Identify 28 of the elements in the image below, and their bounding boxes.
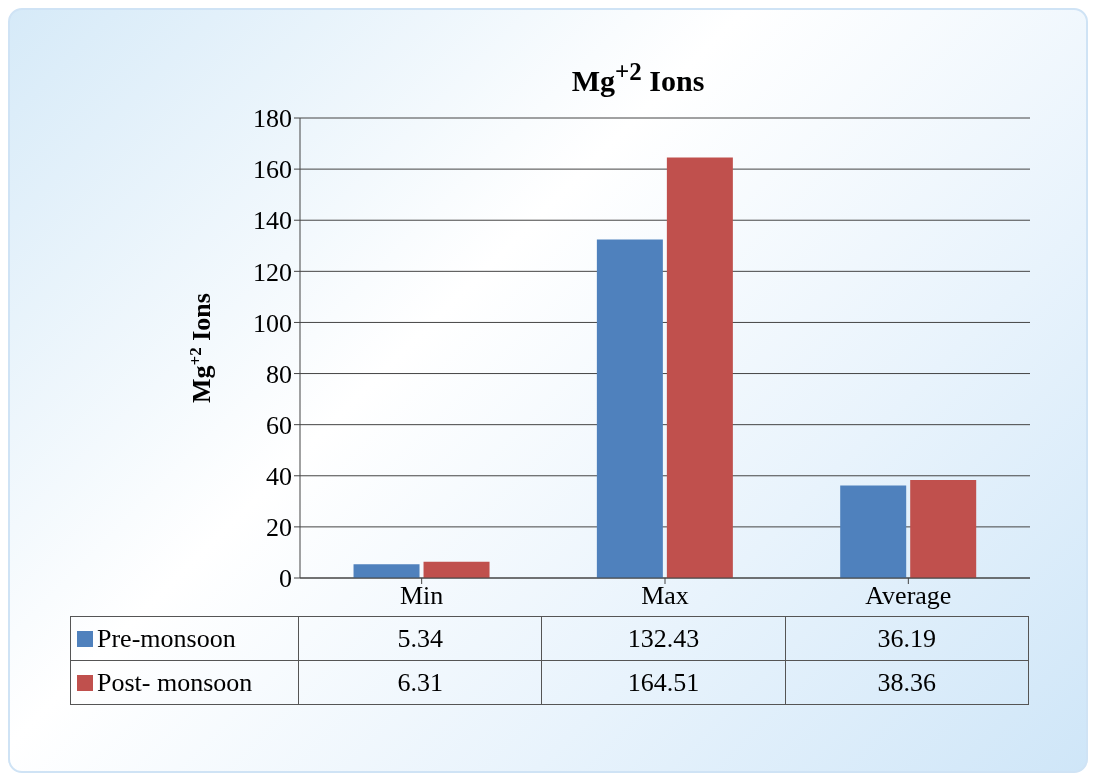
bar xyxy=(423,561,490,578)
data-label: 38.36 xyxy=(785,660,1029,705)
y-tick-label: 180 xyxy=(253,104,292,134)
y-tick-label: 120 xyxy=(253,257,292,287)
legend-label: Post- monsoon xyxy=(70,660,299,705)
x-tick-label: Average xyxy=(865,581,952,611)
y-tick-label: 160 xyxy=(253,155,292,185)
legend-label: Pre-monsoon xyxy=(70,616,299,661)
x-tick-label: Min xyxy=(399,581,444,611)
data-label: 164.51 xyxy=(541,660,786,705)
bar xyxy=(666,157,733,578)
y-tick-label: 100 xyxy=(253,308,292,338)
bar xyxy=(353,564,420,578)
x-tick-label: Max xyxy=(641,581,689,611)
data-label: 6.31 xyxy=(298,660,542,705)
data-label: 132.43 xyxy=(541,616,786,661)
y-tick-label: 40 xyxy=(266,462,292,492)
bar xyxy=(910,479,977,578)
data-label: 5.34 xyxy=(298,616,542,661)
y-tick-label: 20 xyxy=(266,513,292,543)
bar xyxy=(840,485,907,578)
chart-title: Mg$^{+2}$ Ions xyxy=(570,57,706,98)
y-tick-label: 0 xyxy=(279,564,292,594)
y-tick-label: 140 xyxy=(253,206,292,236)
bar xyxy=(596,239,663,578)
y-tick-label: 60 xyxy=(266,410,292,440)
y-tick-label: 80 xyxy=(266,359,292,389)
data-label: 36.19 xyxy=(785,616,1029,661)
